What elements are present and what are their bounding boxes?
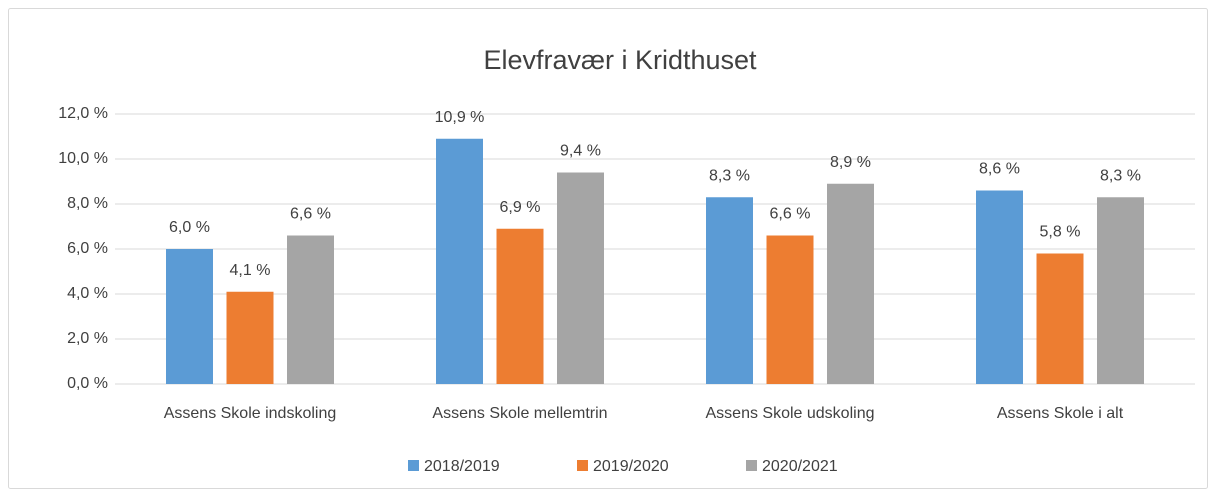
x-tick-label: Assens Skole mellemtrin: [432, 405, 607, 422]
bar: [976, 190, 1023, 384]
bar: [496, 228, 544, 384]
value-label: 8,6 %: [979, 161, 1020, 178]
bar: [436, 138, 483, 384]
legend-swatch: [577, 460, 588, 471]
value-label: 6,6 %: [290, 206, 331, 223]
bar: [1097, 197, 1144, 384]
value-label: 5,8 %: [1040, 224, 1081, 241]
legend-label: 2020/2021: [762, 458, 838, 475]
legend-label: 2019/2020: [593, 458, 669, 475]
y-tick-label: 4,0 %: [67, 285, 108, 302]
value-label: 6,0 %: [169, 219, 210, 236]
bar: [226, 291, 274, 384]
bar: [166, 249, 213, 384]
value-label: 8,3 %: [1100, 167, 1141, 184]
value-label: 4,1 %: [230, 262, 271, 279]
legend-label: 2018/2019: [424, 458, 500, 475]
value-label: 8,9 %: [830, 154, 871, 171]
x-tick-label: Assens Skole i alt: [997, 405, 1124, 422]
bar: [1036, 253, 1084, 384]
y-tick-label: 0,0 %: [67, 375, 108, 392]
y-tick-label: 6,0 %: [67, 240, 108, 257]
value-label: 6,6 %: [770, 206, 811, 223]
bar: [706, 197, 753, 384]
legend-swatch: [746, 460, 757, 471]
value-label: 8,3 %: [709, 167, 750, 184]
value-label: 10,9 %: [435, 109, 485, 126]
x-tick-label: Assens Skole udskoling: [706, 405, 875, 422]
bar: [557, 172, 604, 384]
bar: [766, 235, 814, 384]
value-label: 6,9 %: [500, 199, 541, 216]
chart-title: Elevfravær i Kridthuset: [483, 45, 757, 75]
y-tick-label: 2,0 %: [67, 330, 108, 347]
y-tick-label: 12,0 %: [58, 105, 108, 122]
y-tick-label: 10,0 %: [58, 150, 108, 167]
value-label: 9,4 %: [560, 143, 601, 160]
bar: [287, 235, 334, 384]
x-tick-label: Assens Skole indskoling: [164, 405, 337, 422]
y-tick-label: 8,0 %: [67, 195, 108, 212]
bar: [827, 183, 874, 384]
legend-swatch: [408, 460, 419, 471]
